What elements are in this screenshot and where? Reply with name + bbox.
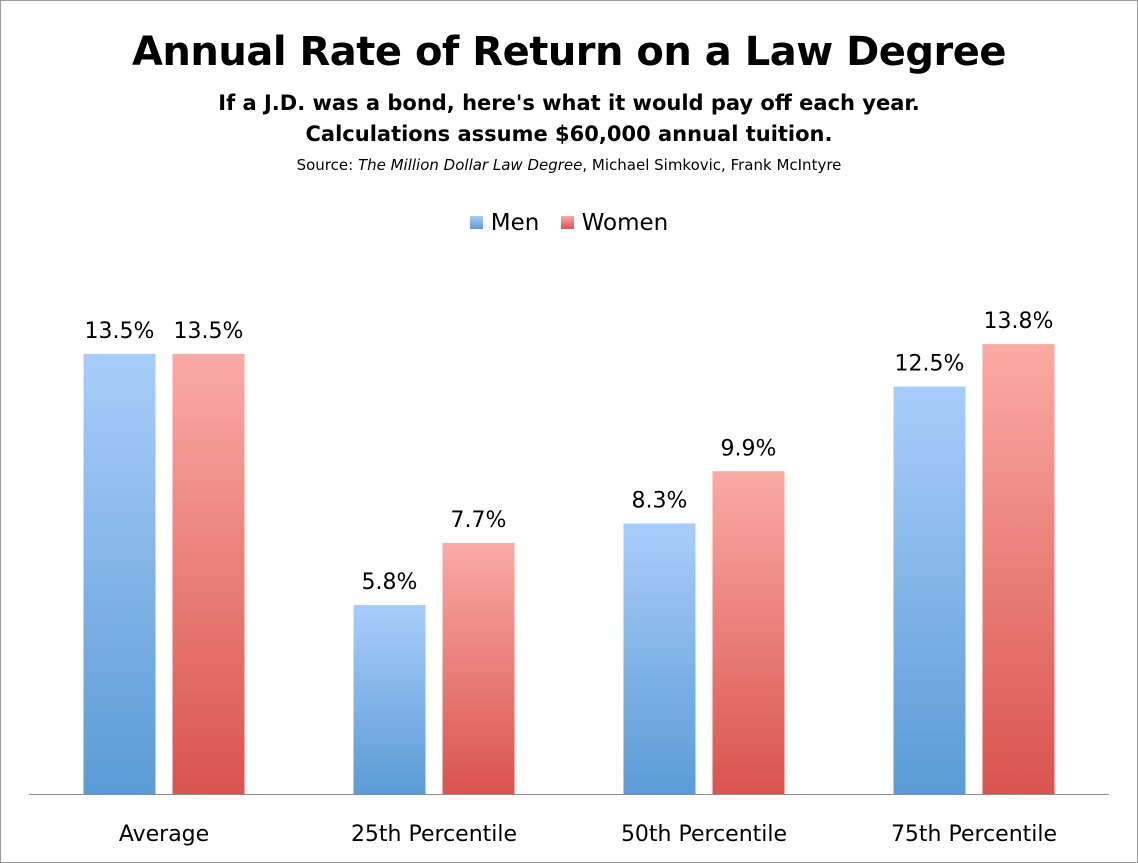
chart-legend: Men Women xyxy=(1,209,1137,236)
category-label-1: 25th Percentile xyxy=(351,822,517,847)
chart-subtitle-line-1: If a J.D. was a bond, here's what it wou… xyxy=(218,91,920,115)
source-prefix: Source: xyxy=(296,156,358,174)
bar-women-1 xyxy=(442,542,515,794)
data-label-women-3: 13.8% xyxy=(984,309,1054,334)
data-label-men-3: 12.5% xyxy=(895,352,965,377)
legend-swatch-men xyxy=(469,216,483,229)
category-label-2: 50th Percentile xyxy=(621,822,787,847)
legend-label-men: Men xyxy=(490,209,540,236)
bar-men-3 xyxy=(893,386,966,794)
chart-source: Source: The Million Dollar Law Degree, M… xyxy=(1,156,1137,174)
bar-men-1 xyxy=(353,604,426,794)
bar-men-0 xyxy=(83,353,156,794)
data-label-men-1: 5.8% xyxy=(362,570,418,595)
legend-item-men: Men xyxy=(469,209,540,236)
bar-men-2 xyxy=(623,523,696,794)
bar-women-2 xyxy=(712,471,785,794)
data-label-women-0: 13.5% xyxy=(174,319,244,344)
source-title: The Million Dollar Law Degree xyxy=(357,156,583,174)
source-suffix: , Michael Simkovic, Frank McIntyre xyxy=(582,156,842,174)
category-label-0: Average xyxy=(119,822,209,847)
chart-title: Annual Rate of Return on a Law Degree xyxy=(131,29,1007,75)
category-label-3: 75th Percentile xyxy=(891,822,1057,847)
bar-women-0 xyxy=(172,353,245,794)
legend-label-women: Women xyxy=(581,209,669,236)
data-label-women-1: 7.7% xyxy=(451,508,507,533)
chart-subtitle-line-2: Calculations assume $60,000 annual tuiti… xyxy=(305,122,833,146)
bar-women-3 xyxy=(982,344,1055,794)
data-label-men-2: 8.3% xyxy=(632,488,688,513)
legend-item-women: Women xyxy=(560,209,669,236)
legend-swatch-women xyxy=(560,216,574,229)
data-label-men-0: 13.5% xyxy=(85,319,155,344)
data-label-women-2: 9.9% xyxy=(721,436,777,461)
